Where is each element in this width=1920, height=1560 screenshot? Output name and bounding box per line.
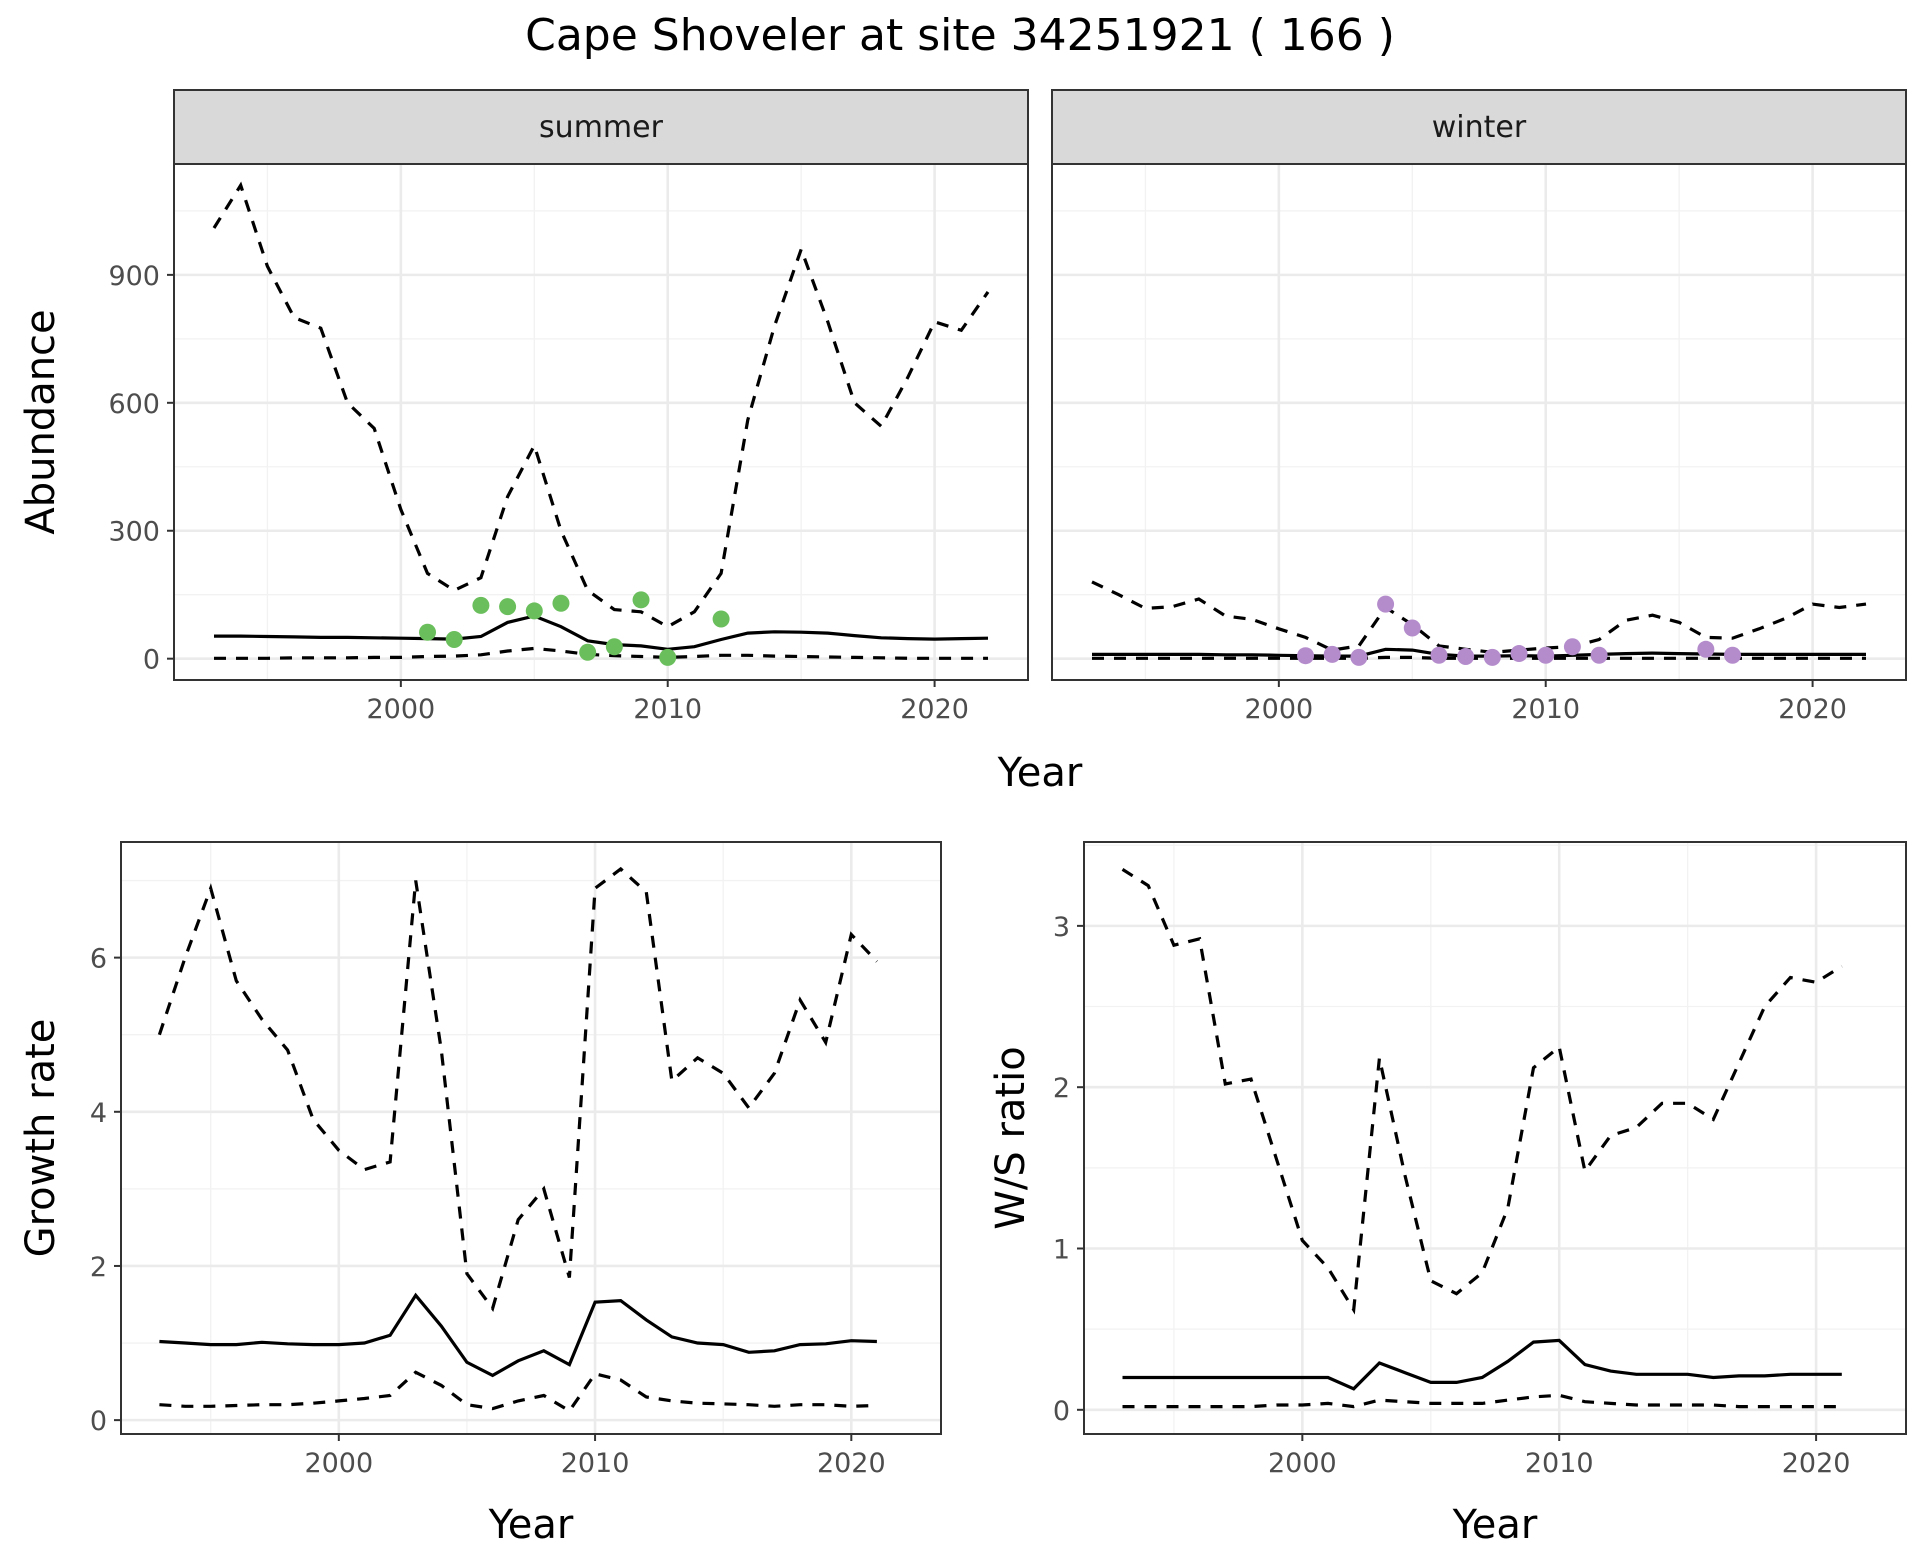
- facet-strip-label: winter: [1432, 110, 1527, 145]
- data-point: [713, 611, 730, 628]
- y-tick-label: 0: [143, 645, 160, 676]
- y-tick-label: 2: [90, 1252, 107, 1283]
- figure-title: Cape Shoveler at site 34251921 ( 166 ): [525, 10, 1395, 61]
- data-point: [1430, 647, 1447, 664]
- data-point: [1457, 648, 1474, 665]
- x-tick-label: 2010: [561, 1448, 630, 1479]
- data-point: [1697, 641, 1714, 658]
- x-tick-label: 2000: [304, 1448, 373, 1479]
- x-tick-label: 2020: [1782, 1448, 1851, 1479]
- y-tick-label: 0: [90, 1406, 107, 1437]
- y-tick-label: 1: [1053, 1234, 1070, 1265]
- data-point: [526, 602, 543, 619]
- data-point: [1591, 647, 1608, 664]
- data-point: [1350, 649, 1367, 666]
- y-tick-label: 6: [90, 944, 107, 975]
- y-axis-title-top: Abundance: [18, 309, 64, 534]
- x-tick-label: 2000: [1244, 694, 1313, 725]
- x-tick-label: 2000: [366, 694, 435, 725]
- x-tick-label: 2020: [817, 1448, 886, 1479]
- data-point: [1377, 596, 1394, 613]
- data-point: [472, 597, 489, 614]
- data-point: [606, 638, 623, 655]
- x-tick-label: 2020: [1778, 694, 1847, 725]
- data-point: [552, 595, 569, 612]
- y-tick-label: 2: [1053, 1073, 1070, 1104]
- x-tick-label: 2010: [1511, 694, 1580, 725]
- y-axis-title: W/S ratio: [988, 1046, 1034, 1229]
- data-point: [1404, 619, 1421, 636]
- x-axis-title: Year: [488, 1502, 574, 1548]
- x-tick-label: 2010: [1525, 1448, 1594, 1479]
- data-point: [499, 598, 516, 615]
- x-axis-title: Year: [1452, 1502, 1538, 1548]
- data-point: [1511, 645, 1528, 662]
- data-point: [579, 644, 596, 661]
- data-point: [1484, 649, 1501, 666]
- data-point: [1324, 646, 1341, 663]
- x-axis-title-top: Year: [997, 750, 1083, 796]
- x-tick-label: 2020: [900, 694, 969, 725]
- x-tick-label: 2010: [633, 694, 702, 725]
- y-tick-label: 600: [108, 389, 160, 420]
- facet-strip-label: summer: [539, 110, 664, 145]
- y-tick-label: 0: [1053, 1396, 1070, 1427]
- y-tick-label: 4: [90, 1098, 107, 1129]
- data-point: [659, 649, 676, 666]
- data-point: [1537, 647, 1554, 664]
- y-tick-label: 900: [108, 261, 160, 292]
- data-point: [446, 631, 463, 648]
- data-point: [419, 624, 436, 641]
- data-point: [633, 591, 650, 608]
- data-point: [1724, 647, 1741, 664]
- y-tick-label: 3: [1053, 912, 1070, 943]
- y-axis-title: Growth rate: [18, 1019, 64, 1258]
- data-point: [1297, 647, 1314, 664]
- x-tick-label: 2000: [1268, 1448, 1337, 1479]
- y-tick-label: 300: [108, 517, 160, 548]
- data-point: [1564, 638, 1581, 655]
